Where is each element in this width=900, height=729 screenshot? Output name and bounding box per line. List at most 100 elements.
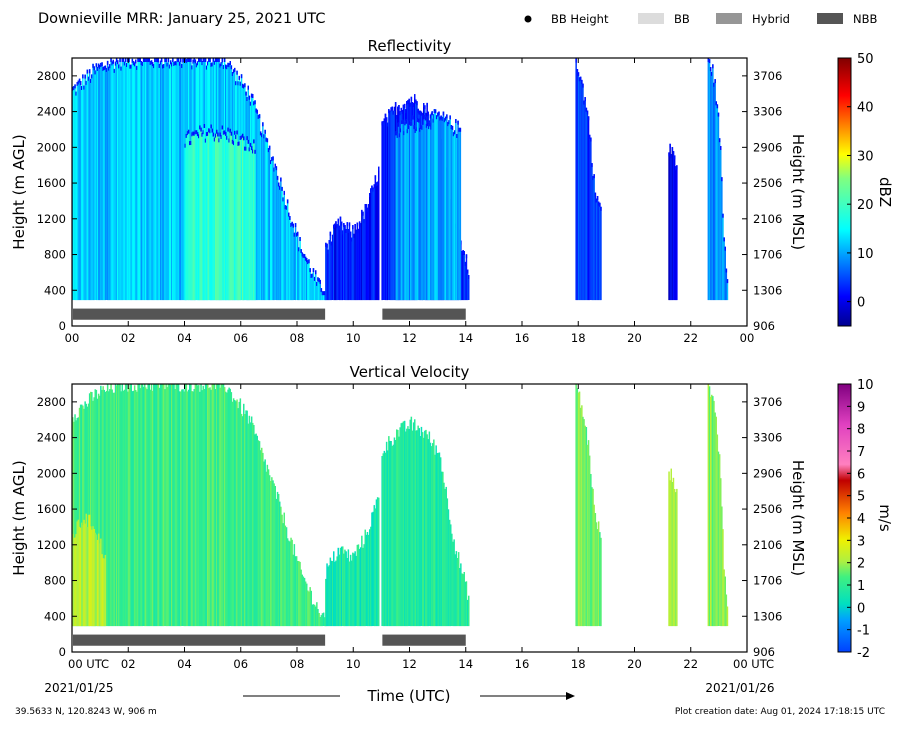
edge-streak	[364, 204, 366, 208]
edge-streak	[85, 80, 87, 85]
data-streak	[322, 291, 325, 301]
panel-title: Vertical Velocity	[350, 363, 470, 381]
data-streak	[441, 116, 444, 301]
data-streak	[672, 477, 675, 627]
data-streak	[711, 71, 713, 301]
edge-streak	[293, 232, 296, 237]
data-streak	[414, 129, 417, 301]
edge-streak	[208, 128, 210, 133]
data-streak	[128, 58, 130, 301]
nbb-bar	[382, 308, 466, 320]
edge-streak	[712, 64, 714, 69]
data-streak	[237, 141, 239, 301]
data-streak	[78, 526, 81, 627]
data-streak	[149, 60, 152, 301]
data-streak	[336, 556, 338, 627]
data-streak	[433, 439, 435, 627]
edge-streak	[302, 253, 305, 258]
data-streak	[433, 109, 436, 301]
edge-streak	[102, 67, 104, 71]
edge-streak	[428, 125, 430, 130]
data-streak	[181, 389, 183, 626]
data-streak	[186, 391, 189, 627]
data-streak	[138, 58, 140, 301]
edge-streak	[113, 68, 116, 73]
legend: BB Height BB Hybrid NBB	[524, 12, 877, 26]
data-streak	[425, 429, 427, 627]
data-streak	[199, 391, 201, 627]
data-streak	[131, 391, 134, 627]
edge-streak	[675, 166, 677, 171]
data-streak	[73, 86, 75, 300]
edge-streak	[576, 69, 579, 73]
data-streak	[455, 119, 457, 301]
edge-streak	[245, 146, 247, 151]
edge-streak	[398, 133, 401, 138]
edge-streak	[124, 58, 127, 62]
data-streak	[311, 604, 314, 627]
edge-streak	[395, 131, 397, 136]
edge-streak	[594, 192, 597, 197]
data-streak	[229, 128, 231, 301]
data-streak	[586, 110, 589, 301]
edge-streak	[414, 129, 417, 133]
nbb-bar	[73, 634, 326, 646]
data-streak	[241, 416, 244, 627]
data-streak	[119, 58, 121, 301]
edge-streak	[211, 128, 213, 133]
edge-streak	[96, 66, 99, 71]
data-streak	[237, 408, 239, 627]
data-streak	[100, 62, 102, 301]
data-streak	[85, 513, 87, 627]
edge-streak	[122, 58, 125, 62]
data-streak	[725, 268, 728, 301]
edge-streak	[133, 62, 136, 67]
edge-streak	[228, 138, 230, 143]
data-streak	[419, 127, 421, 301]
data-streak	[86, 527, 89, 627]
data-streak	[723, 237, 725, 301]
data-streak	[103, 558, 105, 627]
data-streak	[168, 384, 171, 627]
data-streak	[352, 552, 354, 627]
y-axis-label: Height (m AGL)	[10, 460, 28, 575]
data-streak	[294, 223, 297, 301]
data-streak	[327, 249, 329, 301]
y-tick-label: 1200	[37, 538, 66, 552]
data-streak	[75, 420, 77, 627]
edge-streak	[401, 120, 403, 125]
data-streak	[346, 558, 348, 627]
data-streak	[395, 131, 397, 301]
colorbar-tick-label: -1	[857, 624, 870, 639]
data-streak	[708, 59, 711, 301]
data-streak	[441, 471, 443, 627]
data-streak	[440, 115, 442, 301]
data-streak	[324, 291, 326, 301]
data-streak	[97, 533, 100, 627]
data-streak	[446, 114, 448, 301]
edge-streak	[370, 188, 372, 193]
edge-streak	[146, 58, 148, 62]
data-streak	[588, 134, 591, 301]
data-streak	[211, 128, 213, 301]
data-streak	[453, 130, 456, 301]
data-streak	[676, 165, 678, 301]
y-tick-label: 800	[44, 248, 66, 262]
legend-bb-height-marker	[524, 15, 532, 23]
edge-streak	[298, 247, 300, 252]
data-streak	[579, 76, 582, 301]
data-streak	[72, 417, 74, 627]
data-streak	[263, 134, 265, 301]
data-streak	[600, 537, 602, 627]
edge-streak	[463, 251, 465, 255]
data-streak	[99, 64, 101, 301]
data-streak	[91, 529, 93, 627]
colorbar-tick-label: 50	[857, 52, 874, 67]
x-tick-label: 20	[627, 331, 642, 345]
data-streak	[446, 498, 449, 627]
edge-streak	[264, 129, 266, 134]
edge-streak	[582, 83, 584, 88]
legend-swatch	[716, 13, 742, 24]
edge-streak	[243, 84, 245, 89]
edge-streak	[73, 86, 75, 91]
